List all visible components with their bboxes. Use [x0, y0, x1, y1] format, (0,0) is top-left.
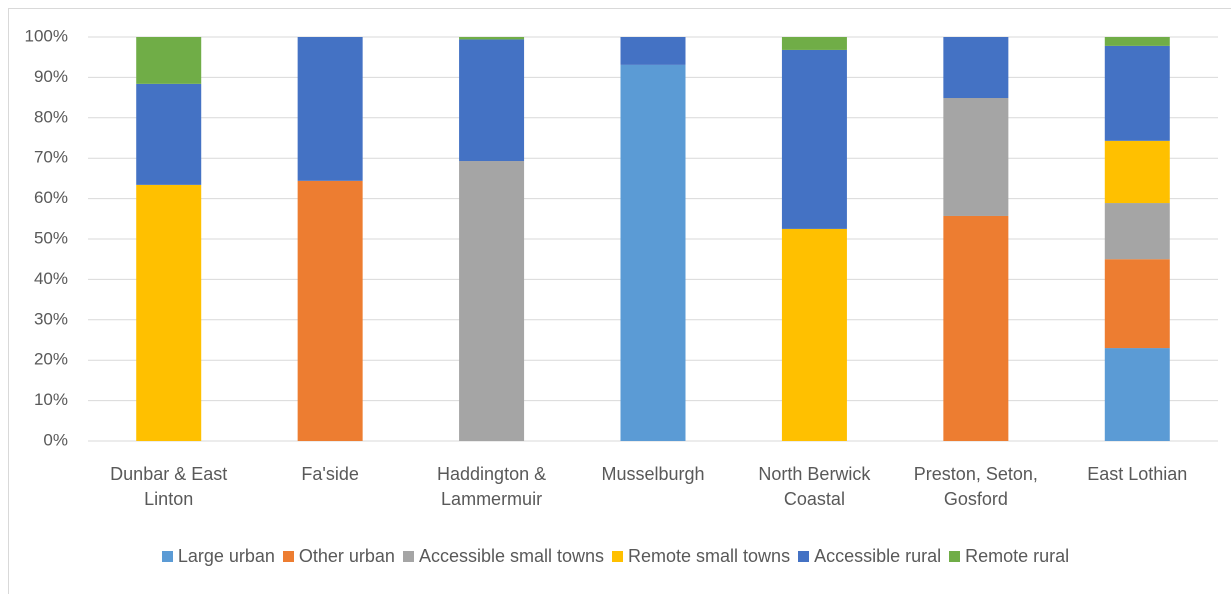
bar-segment [943, 37, 1009, 99]
legend-item: Accessible small towns [402, 546, 605, 567]
x-tick-label: Preston, Seton, Gosford [913, 464, 1038, 509]
legend-item: Other urban [282, 546, 395, 567]
bar-segment [781, 37, 847, 50]
bar-segment [297, 180, 363, 441]
y-tick-label: 0% [43, 430, 68, 449]
x-tick-label: Haddington & Lammermuir [437, 464, 547, 509]
x-tick-label: Dunbar & East Linton [110, 464, 228, 509]
bar-segment [459, 37, 525, 40]
legend: Large urban Other urban Accessible small t… [0, 546, 1231, 567]
legend-swatch [161, 551, 173, 562]
bar-segment [1104, 203, 1170, 260]
y-tick-label: 60% [34, 188, 68, 207]
y-tick-label: 20% [34, 350, 68, 369]
y-tick-label: 40% [34, 269, 68, 288]
legend-item: Remote rural [949, 546, 1069, 567]
chart-border [8, 8, 1231, 594]
bar-segment [943, 215, 1009, 441]
bar-segment [136, 37, 202, 84]
legend-label: Accessible small towns [418, 546, 605, 566]
x-tick-label: Musselburgh [601, 464, 705, 484]
legend-label: Large urban [177, 546, 275, 566]
bar-segment [943, 98, 1009, 216]
legend-swatch [798, 551, 810, 562]
legend-swatch [612, 551, 624, 562]
y-tick-label: 10% [34, 390, 68, 409]
legend-label: Remote rural [965, 546, 1070, 566]
legend-item: Large urban [161, 546, 275, 567]
y-tick-label: 100% [25, 26, 68, 45]
x-tick-label: North Berwick Coastal [758, 464, 871, 509]
legend-label: Accessible rural [814, 546, 942, 566]
bar-segment [781, 49, 847, 229]
bar-segment [459, 39, 525, 162]
y-tick-label: 90% [34, 67, 68, 86]
y-tick-label: 80% [34, 107, 68, 126]
legend-label: Remote small towns [628, 546, 791, 566]
legend-swatch [949, 551, 961, 562]
y-tick-label: 30% [34, 309, 68, 328]
bar-segment [781, 228, 847, 441]
bar-segment [1104, 37, 1170, 46]
legend-swatch [282, 551, 294, 562]
bar-segment [1104, 259, 1170, 349]
y-tick-label: 50% [34, 228, 68, 247]
bar-segment [620, 64, 686, 441]
legend-item: Remote small towns [612, 546, 790, 567]
bar-segment [297, 37, 363, 181]
x-tick-label: Fa'side [301, 464, 359, 484]
bar-segment [459, 161, 525, 441]
bar-segment [1104, 45, 1170, 141]
legend-item: Accessible rural [798, 546, 941, 567]
bar-segment [136, 184, 202, 441]
x-tick-label: East Lothian [1087, 464, 1188, 484]
bar-segment [1104, 348, 1170, 441]
legend-swatch [402, 551, 414, 562]
y-tick-label: 70% [34, 148, 68, 167]
bar-segment [136, 83, 202, 185]
bar-segment [620, 37, 686, 65]
bar-segment [1104, 140, 1170, 204]
legend-label: Other urban [298, 546, 395, 566]
